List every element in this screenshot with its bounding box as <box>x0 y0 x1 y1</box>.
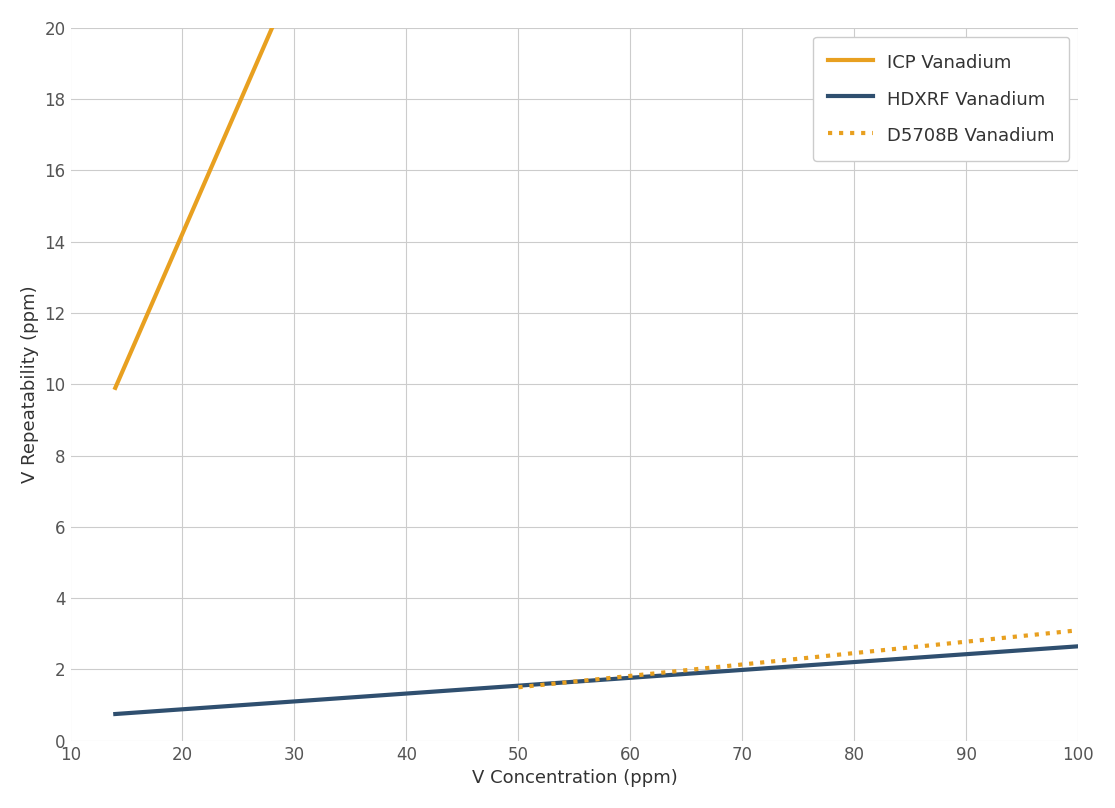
X-axis label: V Concentration (ppm): V Concentration (ppm) <box>472 769 677 787</box>
D5708B Vanadium <box>512 683 525 692</box>
Legend: ICP Vanadium, HDXRF Vanadium, D5708B Vanadium: ICP Vanadium, HDXRF Vanadium, D5708B Van… <box>813 37 1069 161</box>
Line: ICP Vanadium: ICP Vanadium <box>115 27 272 388</box>
ICP Vanadium <box>108 383 122 393</box>
ICP Vanadium <box>265 23 279 32</box>
Y-axis label: V Repeatability (ppm): V Repeatability (ppm) <box>21 285 39 483</box>
Line: D5708B Vanadium: D5708B Vanadium <box>518 630 1078 688</box>
D5708B Vanadium <box>1072 625 1085 635</box>
